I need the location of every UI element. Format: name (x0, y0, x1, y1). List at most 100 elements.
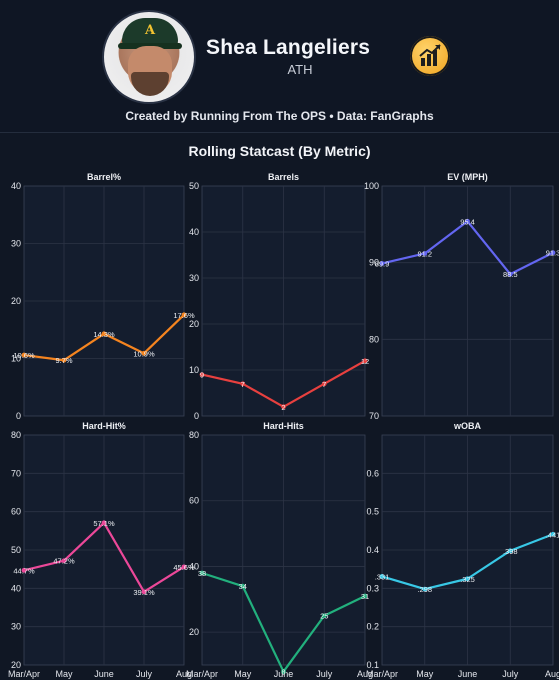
data-label: 9 (200, 371, 204, 380)
y-tick-label: 90 (369, 258, 379, 268)
chart-barrel: 0 10 20 30 40 Barrel% 10.6% 9.7% 14.3% 10.9% 17.6% (11, 172, 195, 421)
data-label: 9.7% (55, 356, 72, 365)
player-name: Shea Langeliers (206, 36, 371, 59)
x-tick-label: Mar/Apr (186, 669, 218, 679)
data-label: 12 (361, 357, 369, 366)
data-point (379, 574, 385, 579)
y-tick-label: 0.1 (366, 660, 379, 670)
data-point (240, 381, 246, 387)
data-point (101, 331, 107, 337)
x-tick-label: June (274, 669, 294, 679)
chart-barrels: 0 10 20 30 40 50 Barrels 9 7 2 7 12 (189, 172, 369, 421)
data-label: .441 (546, 530, 559, 539)
data-label: .298 (417, 585, 432, 594)
y-tick-label: 40 (11, 583, 21, 593)
y-tick-label: 10 (189, 365, 199, 375)
data-label: 57.1% (93, 519, 115, 528)
y-tick-label: 20 (11, 296, 21, 306)
y-tick-label: 60 (189, 496, 199, 506)
y-tick-label: 40 (11, 181, 21, 191)
data-label: 34 (239, 582, 247, 591)
x-tick-label: May (416, 669, 434, 679)
data-label: 31 (361, 592, 369, 601)
y-tick-label: 50 (189, 181, 199, 191)
x-tick-label: Mar/Apr (8, 669, 40, 679)
y-tick-label: 30 (11, 622, 21, 632)
y-tick-label: 80 (369, 334, 379, 344)
subplot-title: EV (MPH) (447, 172, 488, 182)
data-label: .331 (375, 572, 390, 581)
cap: A (122, 18, 178, 46)
data-point (21, 567, 27, 573)
x-tick-label: July (502, 669, 519, 679)
x-tick-label: Aug (176, 669, 192, 679)
y-tick-label: 70 (369, 411, 379, 421)
header: A Shea Langeliers ATH Created by Running… (0, 0, 559, 132)
data-point (465, 576, 470, 582)
data-label: 91.3 (546, 249, 559, 258)
data-label: 25 (320, 612, 328, 621)
data-point (465, 218, 470, 224)
data-point (181, 312, 187, 318)
chart-hard-hit: 20 30 40 50 60 70 80 Mar/Apr May June July Aug Hard-… (8, 421, 195, 679)
data-label: 7 (322, 380, 326, 389)
trending-up-icon (410, 36, 450, 76)
y-tick-label: 0 (194, 411, 199, 421)
data-point (21, 352, 27, 358)
y-tick-label: 0.6 (366, 468, 379, 478)
data-label: .325 (460, 575, 475, 584)
x-tick-label: Aug (357, 669, 373, 679)
data-label: 14.3% (93, 330, 115, 339)
data-point (507, 271, 513, 277)
x-tick-label: June (458, 669, 478, 679)
data-label: 7 (241, 380, 245, 389)
y-tick-label: 10 (11, 354, 21, 364)
y-tick-label: 0.5 (366, 507, 379, 517)
y-tick-label: 80 (189, 430, 199, 440)
data-label: 39.1% (133, 588, 155, 597)
chart-hard-hits: 20 40 60 80 Mar/Apr May June July Aug Hard-Hits 38… (186, 421, 373, 679)
y-tick-label: 0.2 (366, 622, 379, 632)
data-point (199, 372, 205, 377)
data-point (61, 357, 67, 363)
y-tick-label: 30 (189, 273, 199, 283)
x-tick-label: Mar/Apr (366, 669, 398, 679)
cap-logo: A (144, 23, 156, 38)
data-label: 88.5 (503, 270, 518, 279)
data-point (141, 350, 147, 356)
x-tick-label: May (234, 669, 252, 679)
y-tick-label: 60 (11, 507, 21, 517)
data-label: 91.2 (417, 249, 432, 258)
y-tick-label: 70 (11, 468, 21, 478)
y-tick-label: 100 (364, 181, 379, 191)
subplot-title: wOBA (453, 421, 482, 431)
x-tick-label: July (136, 669, 153, 679)
data-point (181, 564, 187, 570)
y-tick-label: 40 (189, 561, 199, 571)
team-label: ATH (287, 62, 313, 77)
data-label: 45.6% (173, 563, 195, 572)
data-point (550, 531, 556, 537)
y-tick-label: 40 (189, 227, 199, 237)
data-label: 89.9 (375, 259, 390, 268)
chart-ev-mph: 70 80 90 100 EV (MPH) 89.9 91.2 95.4 88.5 91.3 (364, 172, 559, 421)
y-tick-label: 30 (11, 239, 21, 249)
y-tick-label: 0 (16, 411, 21, 421)
data-point (281, 404, 286, 410)
y-tick-label: 20 (189, 319, 199, 329)
chart-grid-title: Rolling Statcast (By Metric) (188, 143, 371, 159)
y-tick-label: 50 (11, 545, 21, 555)
x-tick-label: July (316, 669, 333, 679)
data-label: 17.6% (173, 311, 195, 320)
data-point (199, 570, 205, 576)
y-tick-label: 0.3 (366, 583, 379, 593)
x-tick-label: May (55, 669, 73, 679)
data-label: 47.2% (53, 557, 75, 566)
data-point (422, 251, 428, 256)
y-tick-label: 20 (11, 660, 21, 670)
data-label: 44.7% (13, 566, 35, 575)
data-point (379, 261, 385, 266)
data-label: 2 (281, 403, 285, 412)
data-point (422, 586, 428, 592)
data-label: 10.6% (13, 351, 35, 360)
